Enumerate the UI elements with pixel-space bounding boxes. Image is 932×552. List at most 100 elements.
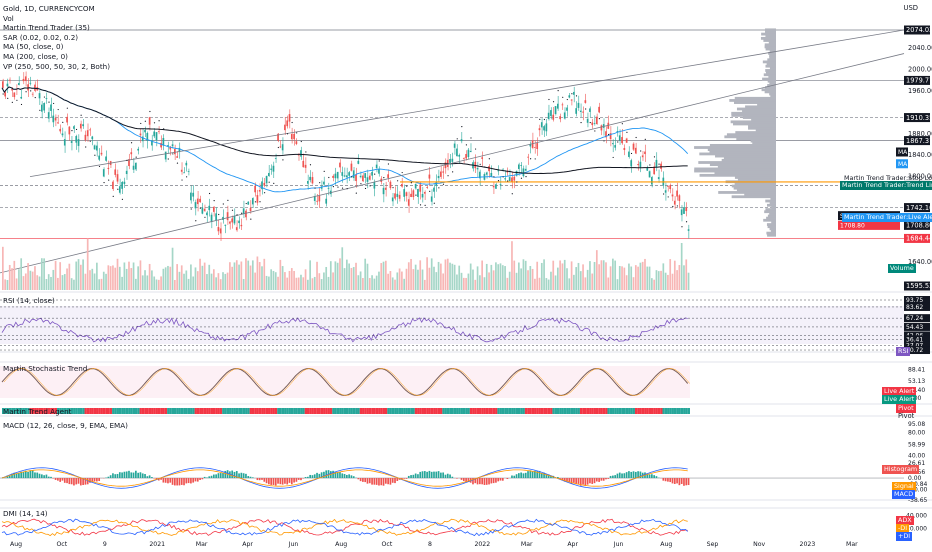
candle-body [78,139,80,146]
trend-agent-bar [557,408,559,414]
trend-agent-bar [197,408,199,414]
macd-histogram-bar [270,478,272,485]
macd-histogram-bar [142,473,144,478]
macd-histogram-bar [662,478,664,481]
sar-dot [521,178,522,179]
trend-agent-bar [245,408,247,414]
candle-body [571,100,573,101]
candle-body [266,176,268,183]
trend-agent-bar [518,408,520,414]
sar-dot [44,96,45,97]
indicator-vol[interactable]: Vol [3,14,110,24]
volume-bar [502,265,504,290]
candle-body [211,215,213,222]
volume-bar [73,280,75,290]
macd-histogram-bar [252,477,254,478]
indicator-vp[interactable]: VP (250, 500, 50, 30, 2, Both) [3,62,110,72]
trend-agent-bar [440,408,442,414]
x-axis-tick: 2023 [800,541,816,548]
indicator-badge-label: MA [898,149,908,156]
volume-bar [119,267,121,290]
sar-dot [681,226,682,227]
trend-agent-bar [539,408,541,414]
macd-histogram-bar [211,476,213,478]
volume-bar [197,271,199,290]
dmi-legend[interactable]: DMI (14, 14) [3,509,48,518]
trend-agent-bar [199,408,201,414]
macd-histogram-bar [518,473,520,478]
trend-agent-bar [185,408,187,414]
trend-agent-bar [183,408,185,414]
macd-histogram-bar [215,474,217,478]
indicator-ma-200[interactable]: MA (200, close, 0) [3,52,110,62]
candle-body [263,183,265,186]
macd-legend[interactable]: MACD (12, 26, close, 9, EMA, EMA) [3,421,128,430]
indicator-ma-50[interactable]: MA (50, close, 0) [3,42,110,52]
macd-histogram-bar [30,470,32,478]
volume-bar [367,264,369,290]
volume-bar [307,280,309,290]
trend-agent-bar [667,408,669,414]
macd-histogram-bar [275,478,277,485]
volume-bar [243,279,245,290]
x-axis-tick: Aug [660,541,672,548]
volume-bar [89,270,91,290]
volume-bar [374,279,376,290]
sar-dot [177,163,178,164]
volume-bar [646,267,648,290]
trend-agent-bar [309,408,311,414]
stoch-legend[interactable]: Martin Stochastic Trend [3,364,87,373]
dmi-line [2,519,688,536]
trend-agent-bar [477,408,479,414]
trend-agent-legend[interactable]: Martin Trend Agent [3,407,71,416]
trend-agent-bar [601,408,603,414]
candle-body [633,144,635,150]
volume-bar [130,268,132,290]
candle-body [458,155,460,157]
volume-bar [681,243,683,290]
macd-histogram-bar [218,473,220,478]
candle-body [289,114,291,122]
macd-histogram-bar [376,478,378,485]
volume-bar [179,272,181,290]
trend-agent-bar [135,408,137,414]
trend-agent-bar [594,408,596,414]
macd-histogram-bar [610,476,612,478]
macd-histogram-bar [80,478,82,485]
macd-histogram-bar [181,478,183,485]
candle-body [158,131,160,132]
macd-histogram-bar [378,478,380,485]
volume-bar [550,272,552,290]
x-axis-tick: 9 [103,541,107,548]
rsi-legend[interactable]: RSI (14, close) [3,296,55,305]
trend-agent-bar [688,408,690,414]
indicator-sar[interactable]: SAR (0.02, 0.02, 0.2) [3,33,110,43]
macd-histogram-bar [312,475,314,478]
volume-bar [635,265,637,290]
macd-histogram-bar [667,478,669,482]
volume-bar [623,268,625,290]
candle-body [341,172,343,176]
volume-bar [293,271,295,290]
trend-agent-bar [568,408,570,414]
volume-bar [344,268,346,290]
sar-dot [48,102,49,103]
candle-body [419,184,421,191]
macd-histogram-bar [314,474,316,478]
trend-agent-bar [623,408,625,414]
indicator-martin-trend-trader[interactable]: Martin Trend Trader (35) [3,23,110,33]
sar-dot [154,122,155,123]
symbol-title[interactable]: Gold, 1D, CURRENCYCOM [3,4,110,14]
candle-body [312,177,314,183]
trend-agent-bar [607,408,609,414]
candle-body [59,129,61,131]
macd-histogram-bar [149,475,151,478]
volume-bar [539,278,541,290]
trend-agent-bar [332,408,334,414]
candle-body [107,168,109,169]
trend-agent-bar [153,408,155,414]
macd-histogram-bar [362,478,364,482]
candle-body [273,166,275,172]
macd-histogram-bar [98,478,100,481]
